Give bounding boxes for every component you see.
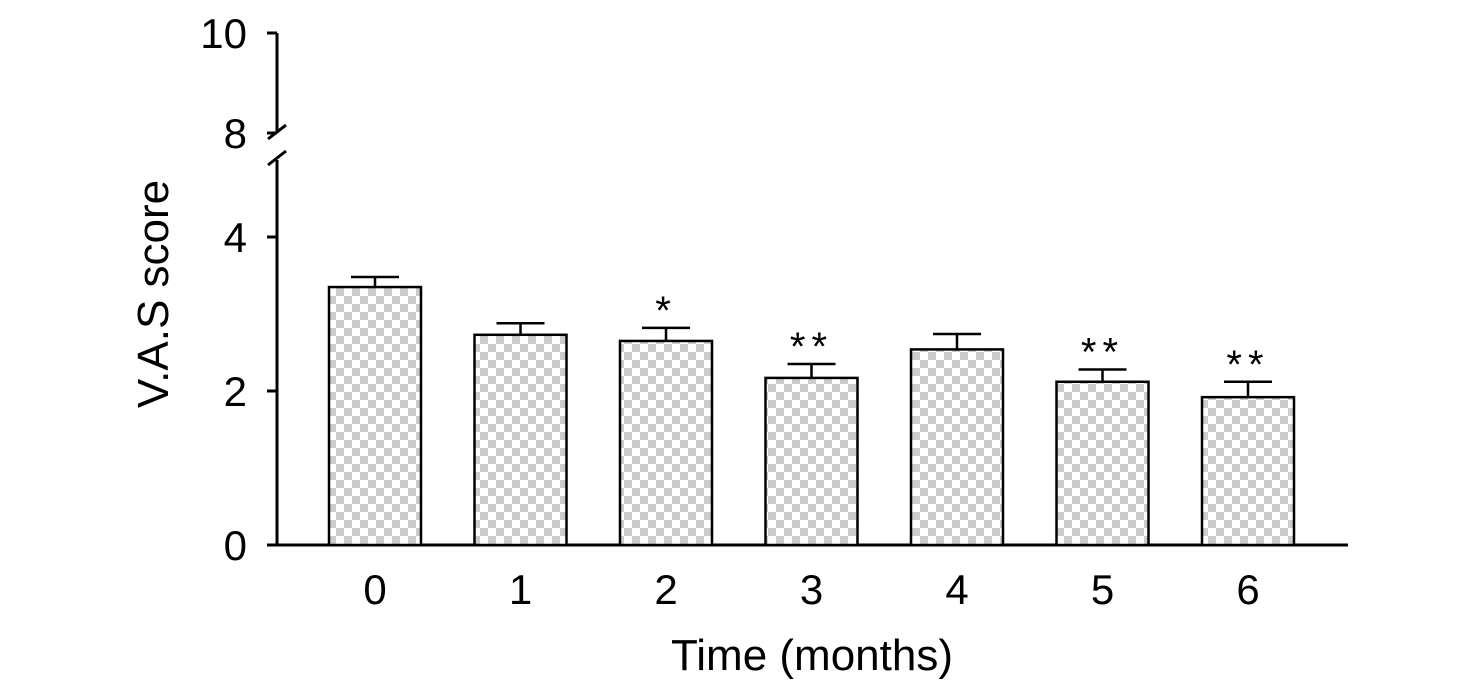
- y-tick-label: 10: [200, 10, 247, 57]
- bar-1: [473, 333, 568, 547]
- y-tick-label: 0: [224, 522, 247, 569]
- y-tick-label: 4: [224, 214, 247, 261]
- y-tick-label: 8: [224, 110, 247, 157]
- x-tick-label: 3: [800, 566, 823, 613]
- significance-marker: **: [790, 325, 833, 369]
- bar-5: [1055, 380, 1150, 547]
- significance-marker: **: [1081, 330, 1124, 374]
- bar-3: [764, 376, 859, 547]
- x-tick-label: 6: [1236, 566, 1259, 613]
- x-tick-label: 5: [1091, 566, 1114, 613]
- x-tick-label: 4: [945, 566, 968, 613]
- x-tick-label: 1: [509, 566, 532, 613]
- axis-break-mark: [267, 149, 287, 167]
- x-tick-labels: 0 1 2 3 4 5 6: [363, 566, 1259, 613]
- significance-marker: **: [1226, 343, 1269, 387]
- x-tick-label: 0: [363, 566, 386, 613]
- significance-marker: *: [655, 289, 677, 333]
- bar-0: [327, 285, 423, 547]
- y-tick-label: 2: [224, 368, 247, 415]
- y-tick-labels: 0 2 4 8 10: [200, 10, 277, 569]
- y-axis-title: V.A.S score: [129, 180, 178, 408]
- bar-4: [909, 348, 1005, 547]
- x-tick-label: 2: [654, 566, 677, 613]
- bars: *** ** **: [327, 275, 1296, 547]
- bar-6: [1200, 395, 1296, 547]
- x-axis-title: Time (months): [671, 631, 953, 680]
- bar-2: [618, 339, 714, 547]
